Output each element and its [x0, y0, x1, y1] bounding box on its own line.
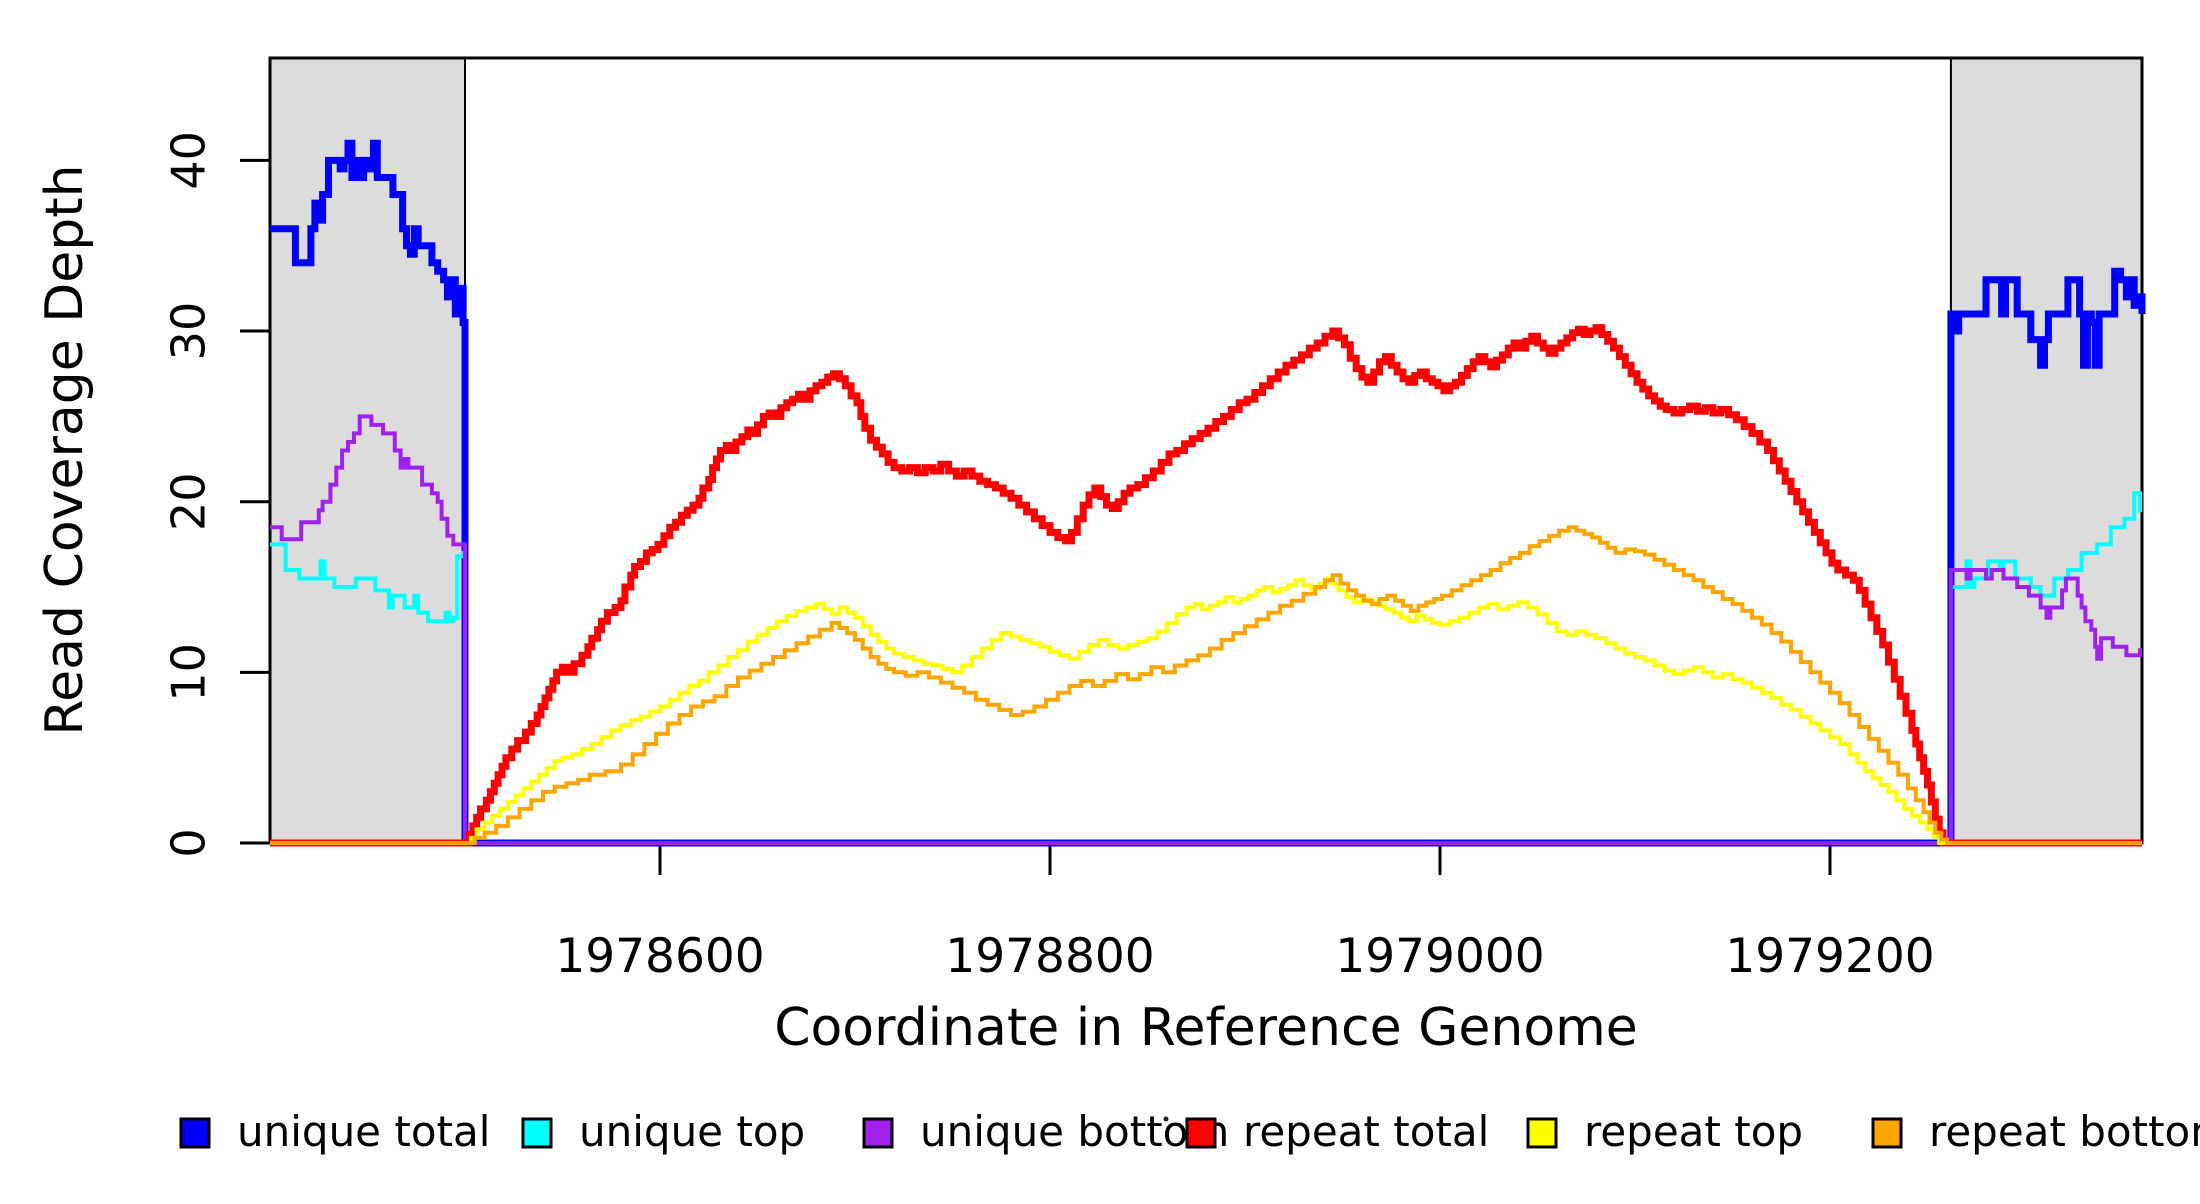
legend-swatch-repeat-top — [1526, 1117, 1558, 1149]
legend: unique total unique top unique bottom repea… — [179, 1107, 2200, 1156]
legend-label: repeat total — [1243, 1107, 1489, 1156]
y-tick-label: 40 — [162, 131, 216, 190]
y-tick-label: 0 — [162, 828, 216, 857]
x-tick-label: 1979000 — [1335, 929, 1544, 984]
legend-item-repeat-total: repeat total — [1185, 1107, 1489, 1156]
legend-swatch-unique-top — [521, 1117, 553, 1149]
stray-dot — [1163, 1116, 1169, 1122]
legend-swatch-repeat-total — [1185, 1117, 1217, 1149]
legend-item-repeat-top: repeat top — [1526, 1107, 1803, 1156]
x-tick-label: 1978800 — [945, 929, 1154, 984]
legend-label: repeat bottom — [1929, 1107, 2200, 1156]
legend-item-repeat-bottom: repeat bottom — [1871, 1107, 2200, 1156]
legend-label: unique bottom — [920, 1107, 1229, 1156]
legend-swatch-repeat-bottom — [1871, 1117, 1903, 1149]
legend-swatch-unique-total — [179, 1117, 211, 1149]
legend-item-unique-top: unique top — [521, 1107, 805, 1156]
series-lines — [270, 139, 2146, 847]
x-tick-label: 1978600 — [555, 929, 764, 984]
legend-label: repeat top — [1584, 1107, 1803, 1156]
x-axis-title: Coordinate in Reference Genome — [774, 998, 1638, 1058]
legend-item-unique-total: unique total — [179, 1107, 490, 1156]
shaded-regions — [269, 57, 2144, 844]
x-tick-label: 1979200 — [1725, 929, 1934, 984]
shaded-region-0 — [269, 57, 466, 844]
legend-label: unique top — [579, 1107, 805, 1156]
y-tick-label: 20 — [162, 472, 216, 531]
series-line-repeat-bottom — [270, 525, 2142, 845]
series-line-repeat-top — [270, 576, 2142, 845]
legend-label: unique total — [237, 1107, 490, 1156]
y-axis-title: Read Coverage Depth — [35, 164, 95, 735]
shaded-region-1 — [1949, 57, 2144, 844]
series-line-unique-bottom — [270, 414, 2143, 845]
y-tick-label: 30 — [162, 302, 216, 361]
legend-swatch-unique-bottom — [862, 1117, 894, 1149]
series-line-unique-total — [270, 139, 2146, 847]
legend-item-unique-bottom: unique bottom — [862, 1107, 1229, 1156]
series-line-repeat-total — [270, 324, 2142, 847]
axes: 0 10 20 30 40 1978600 1978800 1979000 1979200 — [162, 131, 1935, 984]
y-tick-label: 10 — [162, 643, 216, 702]
